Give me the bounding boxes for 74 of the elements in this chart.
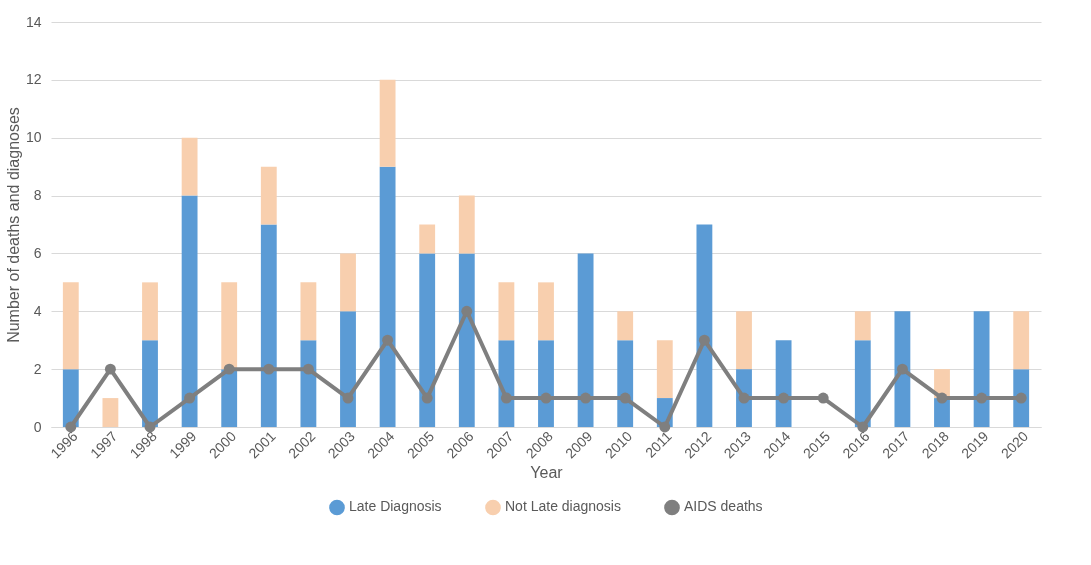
point [144,421,156,433]
bar [340,253,356,312]
point [223,363,235,375]
point [342,392,354,404]
point [500,392,512,404]
point [421,392,433,404]
y-tick-label: 12 [25,71,42,88]
y-tick-label: 2 [33,360,42,377]
bar [300,340,317,427]
bar [260,166,277,225]
point [461,305,473,317]
bar [617,311,634,341]
bar [696,224,713,427]
bar [260,224,277,427]
point [1015,392,1027,404]
bar [656,340,673,399]
bar [62,282,79,370]
point [302,363,314,375]
y-tick-label: 0 [33,418,42,435]
point [659,421,671,433]
bar [498,282,515,341]
bar [221,282,238,370]
bar [973,311,990,427]
bar [854,311,871,341]
point [896,363,908,375]
bar [379,166,396,427]
point [580,392,592,404]
bar [775,340,792,427]
legend-label: AIDS deaths [684,498,763,515]
point [263,363,275,375]
x-axis-title: Year [530,464,564,482]
bar [854,340,871,427]
point [778,392,790,404]
bar [300,282,317,341]
point [738,392,750,404]
point [857,421,869,433]
bar [1013,311,1030,370]
y-axis-title: Number of deaths and diagnoses [4,107,22,343]
point [104,363,116,375]
bar [419,253,436,427]
point [65,421,77,433]
bar [538,340,554,427]
legend-label: Late Diagnosis [349,498,442,515]
bar [142,340,158,427]
point [619,392,631,404]
y-tick-label: 4 [33,302,42,319]
point [976,392,988,404]
point [540,392,552,404]
bar [142,282,158,341]
bar [736,311,752,370]
bar [538,282,554,341]
y-tick-label: 8 [33,187,42,204]
legend-label: Not Late diagnosis [505,498,621,515]
bar [577,253,594,427]
y-tick-label: 14 [25,13,42,30]
bar [894,311,911,427]
point [184,392,196,404]
bar [340,311,356,427]
bar [62,369,79,427]
point [698,334,710,346]
point [817,392,829,404]
bar [102,398,119,427]
bar [181,195,198,427]
point [936,392,948,404]
y-tick-label: 6 [33,244,42,261]
y-tick-label: 10 [25,129,42,146]
bar [379,79,396,167]
point [382,334,394,346]
bar [221,369,238,427]
bar [181,137,198,196]
bar [419,224,436,254]
bar [458,195,475,254]
bar [617,340,634,427]
bar [458,253,475,427]
